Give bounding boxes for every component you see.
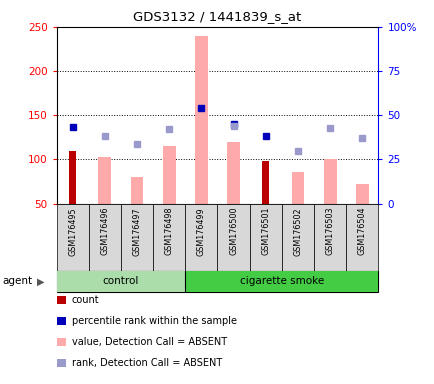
Bar bbox=[162, 146, 175, 204]
Text: cigarette smoke: cigarette smoke bbox=[239, 276, 323, 286]
Bar bbox=[69, 151, 76, 204]
Text: control: control bbox=[102, 276, 139, 286]
Bar bbox=[185, 271, 378, 292]
Text: GSM176498: GSM176498 bbox=[164, 207, 173, 255]
Bar bbox=[355, 184, 368, 204]
Text: GSM176500: GSM176500 bbox=[229, 207, 237, 255]
Text: agent: agent bbox=[2, 276, 32, 286]
Text: GSM176501: GSM176501 bbox=[261, 207, 270, 255]
Text: count: count bbox=[72, 295, 99, 305]
Bar bbox=[98, 157, 111, 204]
Text: percentile rank within the sample: percentile rank within the sample bbox=[72, 316, 236, 326]
Text: value, Detection Call = ABSENT: value, Detection Call = ABSENT bbox=[72, 337, 227, 347]
Bar bbox=[291, 172, 304, 204]
Text: GSM176496: GSM176496 bbox=[100, 207, 109, 255]
Text: GSM176497: GSM176497 bbox=[132, 207, 141, 255]
Text: GSM176502: GSM176502 bbox=[293, 207, 302, 255]
Bar bbox=[130, 177, 143, 204]
Text: GSM176504: GSM176504 bbox=[357, 207, 366, 255]
Text: GSM176503: GSM176503 bbox=[325, 207, 334, 255]
Text: rank, Detection Call = ABSENT: rank, Detection Call = ABSENT bbox=[72, 358, 221, 368]
Bar bbox=[323, 159, 336, 204]
Text: ▶: ▶ bbox=[37, 276, 44, 286]
Text: GDS3132 / 1441839_s_at: GDS3132 / 1441839_s_at bbox=[133, 10, 301, 23]
Bar bbox=[194, 36, 207, 204]
Text: GSM176499: GSM176499 bbox=[197, 207, 205, 255]
Text: GSM176495: GSM176495 bbox=[68, 207, 77, 255]
Bar bbox=[56, 271, 185, 292]
Bar bbox=[262, 161, 269, 204]
Bar bbox=[227, 142, 240, 204]
